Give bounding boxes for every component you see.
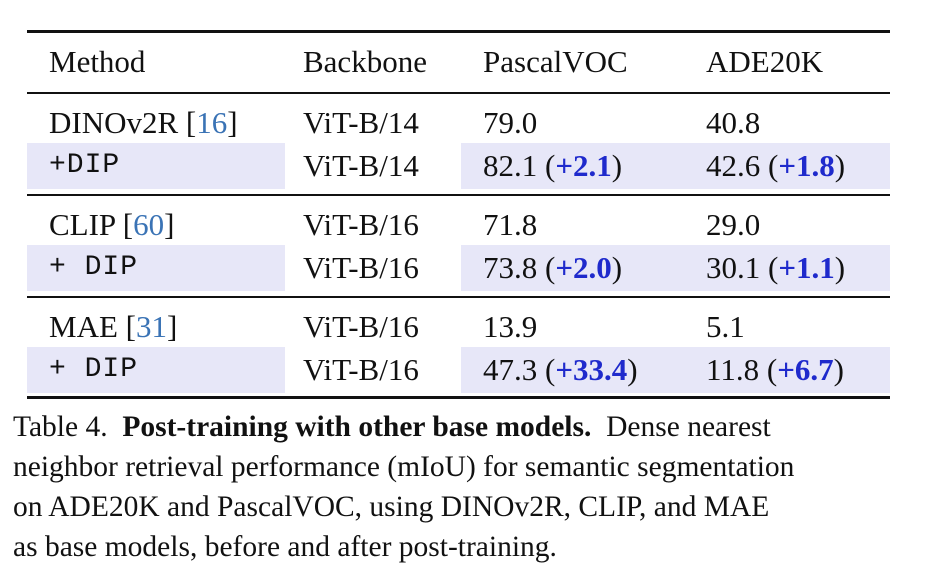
citation-link[interactable]: 31	[135, 309, 167, 344]
gain-value: +33.4	[555, 352, 628, 387]
table-header-rule	[27, 92, 890, 94]
caption-line: neighbor retrieval performance (mIoU) fo…	[13, 451, 795, 483]
group-rule	[27, 194, 890, 196]
method-cell: MAE [31]	[49, 309, 178, 344]
pascalvoc-cell: 82.1 (+2.1)	[483, 148, 623, 183]
caption-line: Table 4. Post-training with other base m…	[13, 407, 913, 447]
row-highlight	[461, 347, 890, 393]
table-row-mae: MAE [31] ViT-B/16 13.9 5.1	[27, 304, 890, 350]
backbone-cell: ViT-B/16	[303, 207, 419, 242]
ade20k-cell: 30.1 (+1.1)	[706, 250, 846, 285]
row-highlight	[27, 347, 285, 393]
method-cell: CLIP [60]	[49, 207, 175, 242]
table-row-clip: CLIP [60] ViT-B/16 71.8 29.0	[27, 202, 890, 248]
pascalvoc-cell: 13.9	[483, 309, 538, 344]
row-highlight	[27, 245, 285, 291]
gain-value: +1.8	[778, 148, 835, 183]
pascalvoc-cell: 47.3 (+33.4)	[483, 352, 638, 387]
pascalvoc-cell: 73.8 (+2.0)	[483, 250, 623, 285]
ade20k-cell: 5.1	[706, 309, 745, 344]
ade20k-cell: 29.0	[706, 207, 761, 242]
table-top-rule	[27, 30, 890, 33]
row-highlight	[461, 143, 890, 189]
backbone-cell: ViT-B/16	[303, 352, 419, 387]
ade20k-cell: 42.6 (+1.8)	[706, 148, 846, 183]
table-row-clip-dip: + DIP ViT-B/16 73.8 (+2.0) 30.1 (+1.1)	[27, 245, 890, 291]
row-highlight	[27, 143, 285, 189]
gain-value: +2.0	[555, 250, 612, 285]
header-method: Method	[49, 44, 146, 79]
pascalvoc-cell: 79.0	[483, 105, 538, 140]
citation-link[interactable]: 16	[196, 105, 228, 140]
caption-title: Post-training with other base models.	[122, 411, 592, 443]
backbone-cell: ViT-B/14	[303, 105, 419, 140]
table-caption: Table 4. Post-training with other base m…	[13, 407, 913, 567]
gain-value: +2.1	[555, 148, 612, 183]
gain-value: +1.1	[778, 250, 835, 285]
method-cell: + DIP	[49, 354, 139, 385]
caption-label: Table 4.	[13, 411, 108, 443]
header-pascalvoc: PascalVOC	[483, 44, 628, 79]
pascalvoc-cell: 71.8	[483, 207, 538, 242]
backbone-cell: ViT-B/14	[303, 148, 419, 183]
backbone-cell: ViT-B/16	[303, 250, 419, 285]
table-row-dinov2r: DINOv2R [16] ViT-B/14 79.0 40.8	[27, 100, 890, 146]
group-rule	[27, 296, 890, 298]
method-cell: + DIP	[49, 252, 139, 283]
row-highlight	[461, 245, 890, 291]
gain-value: +6.7	[777, 352, 834, 387]
header-backbone: Backbone	[303, 44, 427, 79]
method-cell: +DIP	[49, 150, 121, 181]
table-bottom-rule	[27, 396, 890, 399]
header-ade20k: ADE20K	[706, 44, 824, 79]
ade20k-cell: 11.8 (+6.7)	[706, 352, 844, 387]
table-row-mae-dip: + DIP ViT-B/16 47.3 (+33.4) 11.8 (+6.7)	[27, 347, 890, 393]
caption-line: on ADE20K and PascalVOC, using DINOv2R, …	[13, 491, 770, 523]
table-header-row: Method Backbone PascalVOC ADE20K	[27, 39, 890, 85]
citation-link[interactable]: 60	[133, 207, 165, 242]
backbone-cell: ViT-B/16	[303, 309, 419, 344]
caption-text: Dense nearest	[606, 411, 771, 443]
table-row-dinov2r-dip: +DIP ViT-B/14 82.1 (+2.1) 42.6 (+1.8)	[27, 143, 890, 189]
method-cell: DINOv2R [16]	[49, 105, 238, 140]
ade20k-cell: 40.8	[706, 105, 761, 140]
caption-line: as base models, before and after post-tr…	[13, 531, 557, 563]
